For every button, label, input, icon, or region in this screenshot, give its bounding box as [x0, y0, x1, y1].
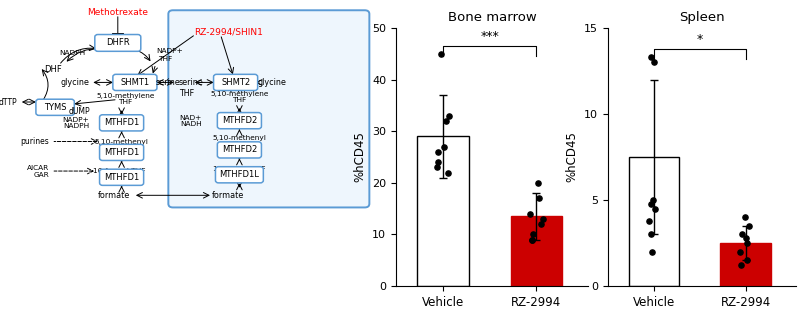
- FancyBboxPatch shape: [99, 169, 144, 185]
- Text: NADP+: NADP+: [62, 117, 90, 123]
- Text: ***: ***: [480, 30, 499, 44]
- Y-axis label: %hCD45: %hCD45: [566, 132, 578, 183]
- Bar: [510, 216, 562, 286]
- Text: 5,10-methenyl: 5,10-methenyl: [213, 135, 266, 142]
- FancyBboxPatch shape: [215, 167, 263, 183]
- Point: [739, 235, 752, 240]
- Text: dTTP: dTTP: [0, 98, 18, 106]
- Point: [648, 60, 661, 65]
- Text: THF: THF: [232, 97, 246, 103]
- Text: *: *: [697, 33, 703, 46]
- Point: [740, 241, 753, 246]
- Text: NADP+: NADP+: [156, 48, 182, 54]
- Point: [438, 144, 450, 149]
- Text: dUMP: dUMP: [69, 108, 90, 116]
- Point: [743, 223, 756, 228]
- Point: [735, 263, 748, 268]
- Point: [430, 165, 443, 170]
- Point: [442, 170, 454, 175]
- FancyBboxPatch shape: [218, 142, 262, 158]
- Text: NADPH: NADPH: [59, 50, 86, 56]
- FancyBboxPatch shape: [113, 74, 157, 91]
- Point: [526, 237, 538, 242]
- Text: THF: THF: [158, 56, 172, 62]
- Text: THF: THF: [232, 141, 246, 147]
- Point: [646, 249, 658, 254]
- Text: 5,10-methylene: 5,10-methylene: [96, 93, 154, 99]
- FancyBboxPatch shape: [218, 113, 262, 129]
- Bar: [417, 137, 469, 286]
- Text: NADPH: NADPH: [63, 123, 90, 129]
- FancyBboxPatch shape: [95, 35, 141, 51]
- Text: THF: THF: [178, 90, 194, 98]
- Text: DHFR: DHFR: [106, 39, 130, 47]
- FancyBboxPatch shape: [214, 74, 258, 91]
- Text: TYMS: TYMS: [44, 103, 66, 112]
- Text: NADH: NADH: [180, 121, 202, 127]
- Point: [432, 149, 445, 154]
- Text: MTHFD1: MTHFD1: [104, 148, 139, 157]
- Point: [526, 237, 538, 242]
- Point: [536, 216, 549, 221]
- Point: [741, 258, 754, 263]
- Text: AICAR
GAR: AICAR GAR: [27, 165, 50, 178]
- Text: MTHFD1: MTHFD1: [104, 173, 139, 182]
- Text: formate: formate: [98, 191, 130, 200]
- FancyBboxPatch shape: [36, 99, 74, 115]
- Text: RZ-2994/SHIN1: RZ-2994/SHIN1: [194, 28, 262, 37]
- Point: [531, 180, 544, 185]
- Text: formate: formate: [212, 191, 244, 200]
- Point: [432, 160, 445, 165]
- Point: [442, 113, 455, 118]
- Text: SHMT1: SHMT1: [120, 78, 150, 87]
- Point: [645, 201, 658, 206]
- Y-axis label: %hCD45: %hCD45: [354, 132, 366, 183]
- Text: NAD+: NAD+: [179, 114, 202, 121]
- Text: MTHFD2: MTHFD2: [222, 146, 257, 154]
- Text: THF: THF: [118, 99, 133, 105]
- Point: [735, 232, 748, 237]
- Point: [439, 118, 452, 123]
- Point: [738, 215, 751, 220]
- Text: DHF: DHF: [44, 66, 62, 74]
- Title: Spleen: Spleen: [679, 11, 725, 24]
- FancyBboxPatch shape: [99, 115, 144, 131]
- Point: [734, 249, 746, 254]
- Bar: [629, 157, 679, 286]
- Point: [646, 197, 659, 202]
- Point: [645, 55, 658, 60]
- Text: serine: serine: [178, 78, 203, 87]
- Title: Bone marrow: Bone marrow: [448, 11, 536, 24]
- Text: MTHFD1L: MTHFD1L: [219, 170, 259, 179]
- Text: glycine: glycine: [61, 78, 90, 87]
- Point: [643, 218, 656, 223]
- Text: 5,10-methylene: 5,10-methylene: [210, 91, 269, 97]
- Text: THF: THF: [114, 144, 129, 150]
- Bar: [720, 243, 770, 286]
- Text: SHMT2: SHMT2: [221, 78, 250, 87]
- Point: [645, 232, 658, 237]
- Text: 5,10-methenyl: 5,10-methenyl: [94, 138, 149, 145]
- Point: [649, 206, 662, 211]
- Point: [524, 211, 537, 216]
- Text: MTHFD1: MTHFD1: [104, 118, 139, 127]
- Text: 10-formyl THF: 10-formyl THF: [94, 168, 146, 174]
- Text: purines: purines: [21, 137, 50, 146]
- Point: [526, 232, 539, 237]
- Point: [534, 222, 547, 227]
- Text: glycine: glycine: [258, 78, 286, 87]
- FancyBboxPatch shape: [168, 10, 370, 207]
- Point: [434, 51, 447, 56]
- Text: serine: serine: [156, 78, 181, 87]
- Text: MTHFD2: MTHFD2: [222, 116, 257, 125]
- FancyBboxPatch shape: [99, 144, 144, 160]
- Text: Methotrexate: Methotrexate: [87, 8, 148, 17]
- Point: [533, 196, 546, 201]
- Text: 10-formyl THF: 10-formyl THF: [213, 165, 266, 172]
